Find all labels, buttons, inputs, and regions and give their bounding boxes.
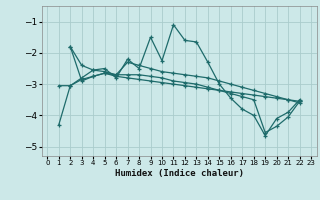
X-axis label: Humidex (Indice chaleur): Humidex (Indice chaleur) [115, 169, 244, 178]
